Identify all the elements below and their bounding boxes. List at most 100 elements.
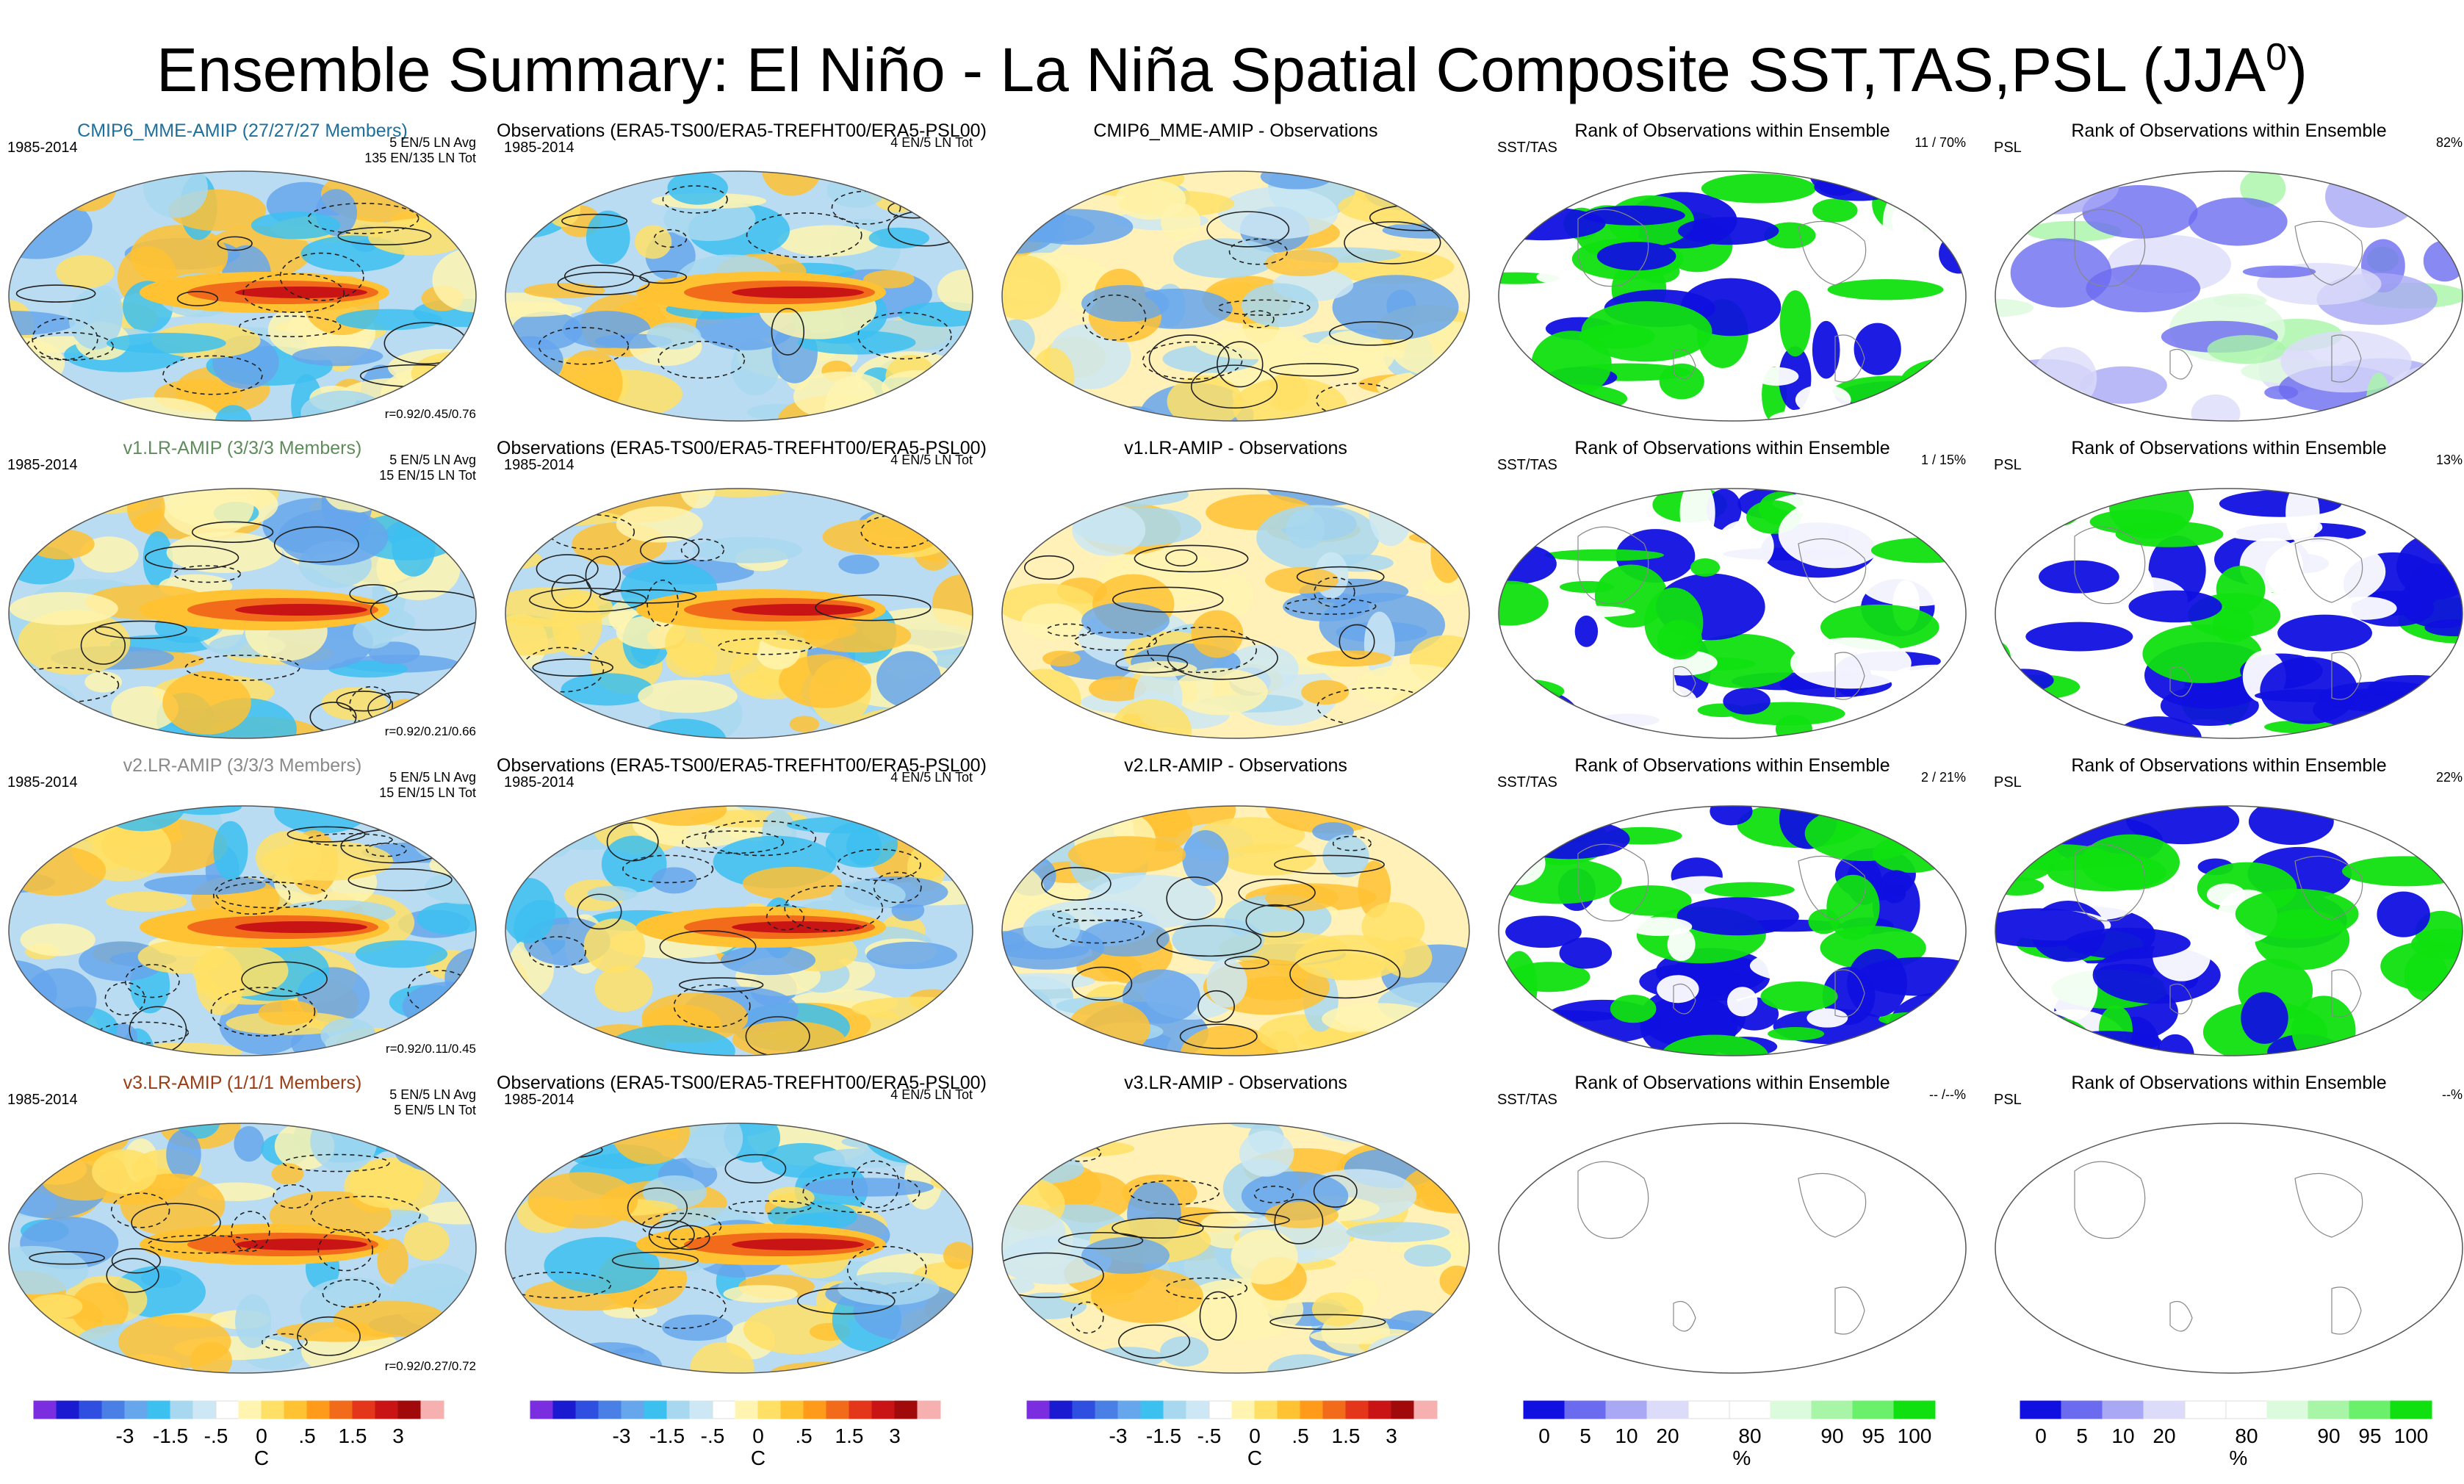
- rank-value: 2 / 21%: [1920, 770, 1966, 785]
- variable-label: PSL: [1994, 457, 2022, 473]
- rank-colorbar-tick: 20: [2153, 1424, 2176, 1447]
- temp-colorbar-tick: 3: [889, 1424, 901, 1447]
- temp-colorbar-swatch: [79, 1400, 103, 1419]
- map-panel-model: v2.LR-AMIP (3/3/3 Members) 1985-2014 5 EN/…: [0, 751, 485, 1059]
- temp-colorbar-swatch: [1163, 1400, 1187, 1419]
- member-info: 4 EN/5 LN Tot: [890, 135, 973, 151]
- temp-colorbar-swatch: [1117, 1400, 1142, 1419]
- map-panel-model: CMIP6_MME-AMIP (27/27/27 Members) 1985-20…: [0, 116, 485, 425]
- pattern-correlation: r=0.92/0.21/0.66: [384, 724, 476, 738]
- map-obs: [505, 805, 973, 1056]
- rank-colorbar-swatches: [1523, 1400, 1936, 1419]
- temp-colorbar-swatch: [621, 1400, 645, 1419]
- map-panel-diff: v1.LR-AMIP - Observations: [993, 433, 1478, 742]
- member-info: 5 EN/5 LN Avg 135 EN/135 LN Tot: [364, 135, 476, 166]
- rank-colorbar-tick: 100: [2393, 1424, 2429, 1447]
- period-label: 1985-2014: [7, 140, 78, 156]
- rank-colorbar-tick: 20: [1656, 1424, 1679, 1447]
- temp-colorbar-tick: 1.5: [1331, 1424, 1361, 1447]
- rank-colorbar-swatch: [1770, 1400, 1812, 1419]
- temp-colorbar-swatch: [530, 1400, 554, 1419]
- map-rank1: [1498, 170, 1967, 422]
- temp-colorbar-tick: 0: [1249, 1424, 1261, 1447]
- map-obs: [505, 1123, 973, 1374]
- map-model: [8, 170, 477, 422]
- temp-colorbar-swatch: [894, 1400, 918, 1419]
- map-panel-model: v1.LR-AMIP (3/3/3 Members) 1985-2014 5 EN/…: [0, 433, 485, 742]
- temp-colorbar-swatch: [598, 1400, 622, 1419]
- panel-title: v3.LR-AMIP (1/1/1 Members): [123, 1073, 362, 1093]
- main-title: Ensemble Summary: El Niño - La Niña Spat…: [0, 21, 2464, 107]
- temp-colorbar-swatch: [780, 1400, 804, 1419]
- pattern-correlation: r=0.92/0.27/0.72: [384, 1359, 476, 1373]
- panel-title: Observations (ERA5-TS00/ERA5-TREFHT00/ER…: [497, 438, 987, 458]
- temp-colorbar-swatch: [1208, 1400, 1233, 1419]
- rank-colorbar-swatch: [2390, 1400, 2432, 1419]
- panel-title: v1.LR-AMIP - Observations: [1124, 438, 1347, 458]
- temp-colorbar-tick: 1.5: [835, 1424, 864, 1447]
- rank-colorbar-tick: 90: [1820, 1424, 1844, 1447]
- rank-colorbar-swatch: [2020, 1400, 2062, 1419]
- rank-colorbar-swatches: [2020, 1400, 2432, 1419]
- temp-colorbar-tick: .5: [298, 1424, 316, 1447]
- map-panel-rank1: Rank of Observations within Ensemble SST/…: [1490, 751, 1975, 1059]
- temp-colorbar-swatch: [735, 1400, 759, 1419]
- pattern-correlation: r=0.92/0.11/0.45: [385, 1042, 476, 1056]
- temp-colorbar-tick: -3: [115, 1424, 134, 1447]
- rank-colorbar-tick: 0: [2035, 1424, 2047, 1447]
- rank-colorbar-tick: 10: [1615, 1424, 1638, 1447]
- member-info-line2: 135 EN/135 LN Tot: [364, 151, 476, 165]
- map-rank1: [1498, 805, 1967, 1056]
- map-obs: [505, 488, 973, 739]
- temp-colorbar-swatch: [826, 1400, 850, 1419]
- temp-colorbar-swatch: [238, 1400, 262, 1419]
- temp-colorbar-swatch: [689, 1400, 713, 1419]
- map-panel-diff: v3.LR-AMIP - Observations: [993, 1068, 1478, 1377]
- temp-colorbar-swatch: [33, 1400, 57, 1419]
- temp-colorbar-swatch: [1300, 1400, 1324, 1419]
- temp-colorbar-swatch: [1345, 1400, 1369, 1419]
- temp-colorbar: -3 -1.5 -.5 0 .5 1.5 3 C: [529, 1400, 942, 1469]
- temp-colorbar-swatch: [284, 1400, 308, 1419]
- member-info-line1: 4 EN/5 LN Tot: [890, 453, 973, 467]
- variable-label: SST/TAS: [1497, 774, 1557, 790]
- temp-colorbar-tick: 3: [1386, 1424, 1397, 1447]
- map-panel-model: v3.LR-AMIP (1/1/1 Members) 1985-2014 5 EN/…: [0, 1068, 485, 1377]
- temp-colorbar-swatch: [306, 1400, 331, 1419]
- rank-colorbar-swatch: [2184, 1400, 2227, 1419]
- rank-colorbar-tick: 80: [2235, 1424, 2258, 1447]
- rank-colorbar-swatch: [2143, 1400, 2186, 1419]
- member-info: 4 EN/5 LN Tot: [890, 1087, 973, 1103]
- map-panel-rank2: Rank of Observations within Ensemble PSL 1…: [1986, 433, 2464, 742]
- map-panel-rank1: Rank of Observations within Ensemble SST/…: [1490, 433, 1975, 742]
- rank-colorbar-swatch: [2266, 1400, 2309, 1419]
- map-rank1: [1498, 488, 1967, 739]
- map-rank2: [1995, 1123, 2463, 1374]
- map-panel-obs: Observations (ERA5-TS00/ERA5-TREFHT00/ER…: [497, 751, 987, 1059]
- map-panel-obs: Observations (ERA5-TS00/ERA5-TREFHT00/ER…: [497, 433, 987, 742]
- rank-colorbar-swatch: [2349, 1400, 2391, 1419]
- map-panel-rank1: Rank of Observations within Ensemble SST/…: [1490, 116, 1975, 425]
- temp-colorbar-tick: .5: [1292, 1424, 1309, 1447]
- period-label: 1985-2014: [7, 1092, 78, 1108]
- panel-title: Rank of Observations within Ensemble: [2071, 120, 2387, 141]
- rank-colorbar-tick: 95: [2358, 1424, 2382, 1447]
- temp-colorbar-swatch: [1072, 1400, 1096, 1419]
- member-info-line2: 15 EN/15 LN Tot: [379, 785, 476, 800]
- rank-colorbar-unit: %: [1732, 1447, 1751, 1469]
- rank-colorbar-tick: 100: [1897, 1424, 1932, 1447]
- member-info-line2: 5 EN/5 LN Tot: [394, 1103, 476, 1117]
- rank-colorbar-tick: 5: [1579, 1424, 1591, 1447]
- temp-colorbar-swatch: [1231, 1400, 1256, 1419]
- temp-colorbar-swatches: [33, 1400, 444, 1419]
- period-label: 1985-2014: [7, 774, 78, 790]
- rank-colorbar-unit: %: [2229, 1447, 2248, 1469]
- temp-colorbar-swatch: [352, 1400, 376, 1419]
- map-panel-rank2: Rank of Observations within Ensemble PSL -…: [1986, 1068, 2464, 1377]
- map-model: [8, 488, 477, 739]
- rank-colorbar-tick: 90: [2317, 1424, 2341, 1447]
- temp-colorbar-tick: -3: [1109, 1424, 1128, 1447]
- rank-value: --%: [2442, 1087, 2463, 1102]
- panel-title: CMIP6_MME-AMIP (27/27/27 Members): [77, 120, 408, 141]
- member-info-line1: 5 EN/5 LN Avg: [389, 135, 476, 150]
